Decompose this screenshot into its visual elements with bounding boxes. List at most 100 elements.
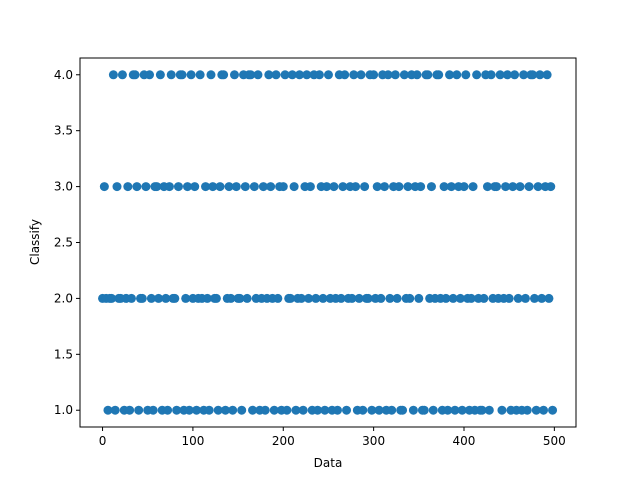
point — [219, 70, 229, 80]
point — [112, 182, 122, 192]
x-tick-label: 400 — [453, 434, 476, 448]
point — [208, 182, 218, 192]
y-tick-label: 1.5 — [54, 347, 73, 361]
point — [367, 405, 377, 415]
point — [258, 182, 268, 192]
point — [166, 70, 176, 80]
point — [211, 293, 221, 303]
point — [461, 70, 471, 80]
point — [202, 293, 212, 303]
point — [340, 70, 350, 80]
point — [246, 70, 256, 80]
point — [445, 70, 455, 80]
point — [405, 293, 415, 303]
point — [224, 182, 234, 192]
point — [468, 182, 478, 192]
point — [314, 70, 324, 80]
point — [184, 405, 194, 415]
point — [313, 405, 323, 415]
y-tick-label: 2.0 — [54, 291, 73, 305]
point — [508, 182, 518, 192]
x-tick-label: 100 — [181, 434, 204, 448]
point — [354, 293, 364, 303]
point — [533, 182, 543, 192]
point — [130, 70, 140, 80]
point — [264, 70, 274, 80]
point — [305, 182, 315, 192]
point — [522, 405, 532, 415]
point — [403, 182, 413, 192]
point — [363, 293, 373, 303]
point — [426, 182, 436, 192]
point — [141, 182, 151, 192]
point — [374, 405, 384, 415]
point — [231, 182, 241, 192]
point — [145, 70, 155, 80]
point — [126, 293, 136, 303]
point — [329, 182, 339, 192]
point — [269, 405, 279, 415]
point — [412, 70, 422, 80]
point — [260, 405, 270, 415]
point — [278, 182, 288, 192]
point — [181, 293, 191, 303]
point — [229, 70, 239, 80]
point — [546, 182, 556, 192]
point — [266, 182, 276, 192]
point — [408, 405, 418, 415]
point — [455, 293, 465, 303]
point — [273, 293, 283, 303]
point — [537, 293, 547, 303]
point — [477, 405, 487, 415]
point — [125, 405, 135, 415]
point — [492, 182, 502, 192]
point — [220, 405, 230, 415]
point — [163, 405, 173, 415]
x-tick-label: 500 — [543, 434, 566, 448]
point — [117, 70, 127, 80]
point — [170, 293, 180, 303]
point — [495, 70, 505, 80]
point — [123, 182, 133, 192]
point — [529, 293, 539, 303]
point — [182, 182, 192, 192]
point — [201, 182, 211, 192]
point — [289, 182, 299, 192]
point — [285, 293, 295, 303]
x-tick-label: 300 — [362, 434, 385, 448]
point — [206, 70, 216, 80]
point — [295, 70, 305, 80]
point — [531, 405, 541, 415]
point — [394, 182, 404, 192]
point — [419, 405, 429, 415]
point — [338, 182, 348, 192]
point — [132, 182, 142, 192]
point — [544, 293, 554, 303]
point — [387, 405, 397, 415]
point — [226, 293, 236, 303]
point — [519, 70, 529, 80]
point — [379, 182, 389, 192]
point — [513, 293, 523, 303]
point — [528, 70, 538, 80]
point — [320, 405, 330, 415]
x-axis-label: Data — [314, 456, 343, 470]
point — [332, 405, 342, 415]
point — [215, 182, 225, 192]
point — [385, 293, 395, 303]
point — [448, 293, 458, 303]
point — [399, 70, 409, 80]
point — [510, 70, 520, 80]
point — [484, 405, 494, 415]
point — [287, 70, 297, 80]
point — [271, 70, 281, 80]
point — [398, 405, 408, 415]
point — [520, 293, 530, 303]
point — [322, 182, 332, 192]
point — [369, 70, 379, 80]
point — [172, 405, 182, 415]
point — [304, 293, 314, 303]
point — [482, 182, 492, 192]
point — [479, 293, 489, 303]
y-tick-label: 3.0 — [54, 180, 73, 194]
